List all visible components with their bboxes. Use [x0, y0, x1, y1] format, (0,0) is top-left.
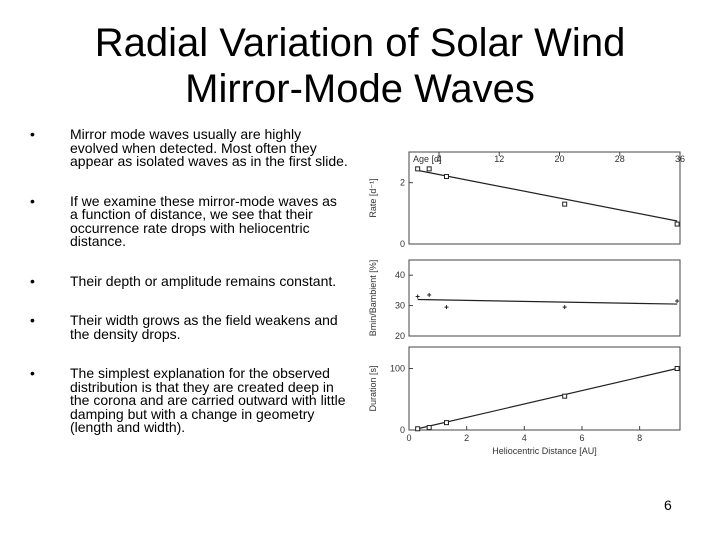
y-tick-label: 0 — [400, 239, 405, 249]
bullet-item: • Their depth or amplitude remains const… — [28, 272, 348, 289]
y-axis-label: Bmin/Bambient [%] — [368, 260, 378, 337]
data-point — [674, 221, 680, 227]
y-axis-label: Rate [d⁻¹] — [368, 178, 378, 217]
x-axis-label: Heliocentric Distance [AU] — [492, 446, 597, 456]
top-tick-label: 20 — [554, 154, 564, 164]
bullet-text: The simplest explanation for the observe… — [70, 365, 346, 435]
data-point — [674, 366, 680, 372]
radial-variation-figure: 0 2 Rate [d⁻¹] Age [d] 4 12 20 28 36 20 30 40 Bmin/B… — [366, 148, 696, 468]
y-tick-label: 40 — [395, 270, 405, 280]
top-tick-label: 36 — [675, 154, 685, 164]
bullet-text: Their depth or amplitude remains constan… — [70, 272, 337, 289]
y-tick-label: 100 — [390, 364, 405, 374]
bullet-item: • Mirror mode waves usually are highly e… — [28, 126, 348, 169]
page-number: 6 — [664, 497, 672, 513]
bullet-list: • Mirror mode waves usually are highly e… — [28, 126, 348, 435]
bullet-item: • The simplest explanation for the obser… — [28, 365, 348, 435]
panel-frame — [408, 346, 681, 431]
bullet-text: Mirror mode waves usually are highly evo… — [70, 126, 348, 169]
slide-title: Radial Variation of Solar Wind Mirror-Mo… — [0, 20, 720, 112]
bullet-dot-icon: • — [30, 272, 35, 289]
bullet-dot-icon: • — [30, 192, 35, 209]
x-tick-label: 2 — [464, 433, 469, 443]
slide-title-line-1: Radial Variation of Solar Wind — [94, 21, 626, 65]
data-point — [443, 420, 449, 426]
bullet-item: • Their width grows as the field weakens… — [28, 312, 348, 342]
x-tick-label: 0 — [406, 433, 411, 443]
fit-line — [417, 298, 678, 305]
panel-frame — [408, 259, 681, 337]
data-point — [426, 166, 432, 172]
x-tick-label: 8 — [637, 433, 642, 443]
data-point — [562, 393, 568, 399]
top-tick-label: 4 — [436, 154, 441, 164]
slide-title-line-2: Mirror-Mode Waves — [185, 67, 535, 111]
bullet-item: • If we examine these mirror-mode waves … — [28, 192, 348, 249]
bullet-dot-icon: • — [30, 365, 35, 381]
fit-line — [417, 169, 678, 222]
top-tick-label: 28 — [615, 154, 625, 164]
fit-line — [417, 367, 678, 430]
data-point — [443, 174, 449, 180]
y-tick-label: 0 — [400, 425, 405, 435]
bullet-dot-icon: • — [30, 126, 35, 142]
x-tick-label: 4 — [522, 433, 527, 443]
panel-frame — [408, 151, 681, 245]
top-axis-label: Age [d] — [413, 154, 442, 164]
bullet-text: If we examine these mirror-mode waves as… — [70, 192, 337, 249]
bullet-text: Their width grows as the field weakens a… — [70, 312, 338, 342]
bullet-dot-icon: • — [30, 312, 35, 328]
data-point — [415, 166, 421, 172]
y-tick-label: 2 — [400, 178, 405, 188]
data-point — [562, 201, 568, 207]
x-tick-label: 6 — [579, 433, 584, 443]
data-point — [415, 426, 421, 432]
y-axis-label: Duration [s] — [368, 365, 378, 411]
y-tick-label: 20 — [395, 331, 405, 341]
data-point — [426, 425, 432, 431]
top-tick-label: 12 — [494, 154, 504, 164]
y-tick-label: 30 — [395, 301, 405, 311]
